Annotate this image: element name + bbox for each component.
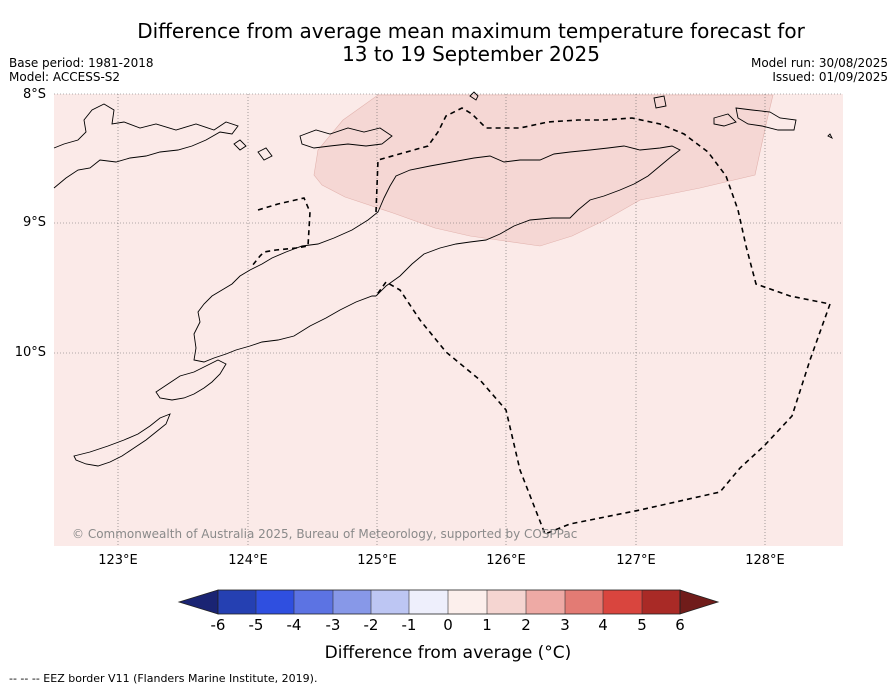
- timor-north-coast: [193, 145, 681, 363]
- lat-label-9s: 9°S: [22, 215, 46, 230]
- lon-label-127e: 127°E: [616, 553, 656, 568]
- eez-border-oecusse: [251, 197, 311, 267]
- anomaly-region-1-to-2: [313, 94, 774, 247]
- small-island-2: [257, 147, 273, 161]
- colorbar-extend-low: [177, 589, 219, 615]
- lat-label-10s: 10°S: [14, 345, 46, 360]
- atauro-island: [469, 91, 479, 101]
- colorbar-tick: -3: [325, 616, 341, 634]
- meta-right: Model run: 30/08/2025 Issued: 01/09/2025: [751, 56, 888, 84]
- rote-island: [155, 359, 227, 401]
- flores-coast: [53, 103, 239, 189]
- colorbar-outline: [217, 589, 681, 615]
- coastlines: [53, 91, 834, 467]
- lon-label-128e: 128°E: [745, 553, 785, 568]
- colorbar-tick: -1: [401, 616, 417, 634]
- lon-label-125e: 125°E: [357, 553, 397, 568]
- colorbar-bin-neg1-0: [409, 590, 448, 614]
- alor-coast: [299, 127, 393, 149]
- colorbar-tick: -2: [363, 616, 379, 634]
- colorbar-tick: 4: [598, 616, 608, 634]
- colorbar-bin-neg6-neg5: [218, 590, 256, 614]
- lon-label-123e: 123°E: [98, 553, 138, 568]
- colorbar-bin-3-4: [565, 590, 603, 614]
- chart-title: Difference from average mean maximum tem…: [0, 20, 896, 66]
- lon-label-124e: 124°E: [228, 553, 268, 568]
- colorbar-bin-neg5-neg4: [256, 590, 294, 614]
- eez-border-south: [375, 280, 831, 536]
- colorbar-label: Difference from average (°C): [324, 643, 572, 663]
- colorbar-tick: -5: [248, 616, 264, 634]
- small-island-1: [233, 139, 247, 151]
- meta-left: Base period: 1981-2018 Model: ACCESS-S2: [9, 56, 154, 84]
- colorbar-tick: 5: [637, 616, 647, 634]
- model-text: Model: ACCESS-S2: [9, 70, 121, 84]
- colorbar-tick: 1: [482, 616, 492, 634]
- colorbar-tick: 0: [443, 616, 453, 634]
- colorbar-bin-4-5: [603, 590, 642, 614]
- colorbar-bin-neg3-neg2: [333, 590, 371, 614]
- colorbar-extend-high: [679, 589, 720, 615]
- title-line-1: Difference from average mean maximum tem…: [137, 19, 805, 43]
- copyright-notice: © Commonwealth of Australia 2025, Bureau…: [72, 527, 578, 541]
- small-islet-east: [827, 133, 834, 140]
- colorbar-tick: -4: [286, 616, 302, 634]
- colorbar: [177, 589, 720, 615]
- colorbar-bin-1-2: [487, 590, 526, 614]
- colorbar-bin-0-1: [448, 590, 487, 614]
- eez-borders: [251, 107, 831, 536]
- title-line-2: 13 to 19 September 2025: [342, 42, 600, 66]
- colorbar-bin-5-6: [642, 590, 680, 614]
- colorbar-bin-2-3: [526, 590, 565, 614]
- sawu-island: [73, 413, 171, 467]
- colorbar-tick: -6: [210, 616, 226, 634]
- colorbar-tick: 3: [560, 616, 570, 634]
- tanimbar-island-west: [653, 95, 667, 109]
- colorbar-bin-neg2-neg1: [371, 590, 409, 614]
- eez-footer-note: -- -- -- EEZ border V11 (Flanders Marine…: [9, 672, 318, 685]
- issued-text: Issued: 01/09/2025: [772, 70, 888, 84]
- colorbar-bin-neg4-neg3: [294, 590, 333, 614]
- lat-label-8s: 8°S: [22, 87, 46, 102]
- base-period-text: Base period: 1981-2018: [9, 56, 154, 70]
- lon-label-126e: 126°E: [486, 553, 526, 568]
- colorbar-tick: 2: [521, 616, 531, 634]
- tanimbar-islands: [713, 107, 797, 131]
- gridlines: [54, 93, 843, 546]
- colorbar-dividers: [255, 590, 643, 614]
- eez-border-timor-north: [375, 107, 831, 305]
- model-run-text: Model run: 30/08/2025: [750, 56, 888, 70]
- colorbar-tick: 6: [675, 616, 685, 634]
